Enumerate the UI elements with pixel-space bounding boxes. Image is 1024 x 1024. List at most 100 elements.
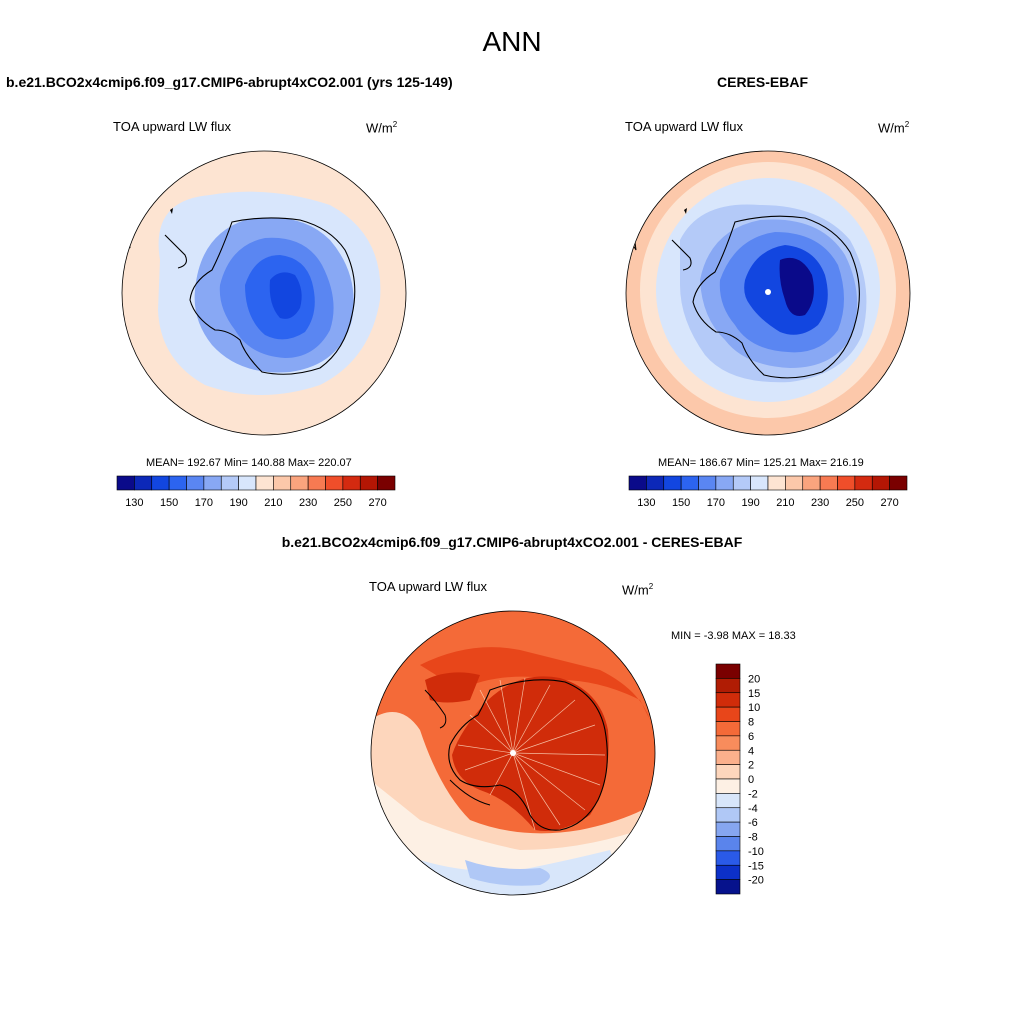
model-colorbar-box: [238, 475, 257, 491]
model-colorbar-box: [203, 475, 222, 491]
diff-colorbar-tick-label: 0: [748, 774, 754, 786]
diff-colorbar-tick-label: -6: [748, 817, 758, 829]
obs-colorbar-tick-label: 170: [707, 497, 725, 509]
obs-colorbar-box: [889, 475, 908, 491]
diff-colorbar-box: [715, 778, 741, 794]
diff-colorbar-tick-label: -20: [748, 875, 764, 887]
obs-colorbar: 130 150 170 190 210 230 250 270: [628, 475, 908, 509]
diff-colorbar-box: [715, 793, 741, 809]
diff-units-base: W/m: [622, 582, 649, 598]
obs-units: W/m2: [878, 120, 909, 135]
obs-colorbar-box: [680, 475, 699, 491]
model-colorbar-box: [116, 475, 135, 491]
diff-panel-title: b.e21.BCO2x4cmip6.f09_g17.CMIP6-abrupt4x…: [281, 534, 743, 550]
diff-colorbar-box: [715, 879, 741, 895]
model-colorbar-box: [290, 475, 309, 491]
obs-panel-title: CERES-EBAF: [717, 74, 809, 90]
model-colorbar-box: [273, 475, 292, 491]
model-colorbar-box: [342, 475, 361, 491]
model-stats: MEAN= 192.67 Min= 140.88 Max= 220.07: [146, 457, 352, 469]
model-colorbar-tick-label: 270: [368, 497, 386, 509]
obs-colorbar-box: [785, 475, 804, 491]
diff-colorbar-box: [715, 678, 741, 694]
obs-colorbar-tick-label: 230: [811, 497, 829, 509]
diff-colorbar-box: [715, 807, 741, 823]
obs-colorbar-box: [802, 475, 821, 491]
obs-colorbar-box: [732, 475, 751, 491]
diff-colorbar-box: [715, 749, 741, 765]
obs-stats: MEAN= 186.67 Min= 125.21 Max= 216.19: [658, 457, 864, 469]
diff-colorbar-tick-label: 15: [748, 688, 760, 700]
main-title: ANN: [482, 26, 542, 57]
model-colorbar-tick-label: 230: [299, 497, 317, 509]
diff-colorbar-tick-label: 2: [748, 760, 754, 772]
diff-colorbar-tick-label: -2: [748, 788, 758, 800]
obs-colorbar-box: [837, 475, 856, 491]
model-colorbar-box: [359, 475, 378, 491]
model-colorbar-box: [134, 475, 153, 491]
obs-colorbar-tick-label: 150: [672, 497, 690, 509]
obs-colorbar-box: [819, 475, 838, 491]
obs-colorbar-tick-label: 250: [846, 497, 864, 509]
model-units-exponent: 2: [392, 120, 398, 129]
diff-colorbar-tick-label: 8: [748, 717, 754, 729]
model-colorbar-tick-label: 210: [264, 497, 282, 509]
model-colorbar-tick-label: 130: [125, 497, 143, 509]
diff-map: [371, 611, 655, 895]
model-colorbar-box: [151, 475, 170, 491]
diff-colorbar-tick-label: -8: [748, 832, 758, 844]
diff-colorbar-box: [715, 850, 741, 866]
diff-colorbar-tick-label: -15: [748, 860, 764, 872]
diff-colorbar-box: [715, 864, 741, 880]
model-map: [122, 151, 406, 435]
model-colorbar: 130 150 170 190 210 230 250 270: [116, 475, 396, 509]
obs-units-base: W/m: [878, 120, 905, 136]
model-colorbar-box: [325, 475, 344, 491]
diff-colorbar-tick-label: 6: [748, 731, 754, 743]
diff-colorbar-box: [715, 706, 741, 722]
diff-colorbar-box: [715, 821, 741, 837]
obs-colorbar-box: [750, 475, 769, 491]
diff-map-border: [370, 610, 656, 896]
model-variable-label: TOA upward LW flux: [113, 119, 232, 134]
diff-colorbar-box: [715, 721, 741, 737]
model-map-border: [121, 150, 407, 436]
obs-colorbar-tick-label: 130: [637, 497, 655, 509]
model-colorbar-box: [168, 475, 187, 491]
model-units-base: W/m: [366, 120, 393, 136]
obs-colorbar-box: [698, 475, 717, 491]
obs-colorbar-box: [854, 475, 873, 491]
obs-colorbar-box: [767, 475, 786, 491]
obs-units-exponent: 2: [904, 120, 910, 129]
model-colorbar-box: [377, 475, 396, 491]
diff-colorbar-box: [715, 764, 741, 780]
model-units: W/m2: [366, 120, 397, 135]
model-colorbar-tick-label: 190: [229, 497, 247, 509]
model-colorbar-box: [186, 475, 205, 491]
model-colorbar-box: [255, 475, 274, 491]
diff-stats: MIN = -3.98 MAX = 18.33: [671, 630, 796, 642]
model-panel-title: b.e21.BCO2x4cmip6.f09_g17.CMIP6-abrupt4x…: [6, 74, 453, 90]
diff-units: W/m2: [622, 582, 653, 597]
diff-colorbar-box: [715, 692, 741, 708]
diff-colorbar-tick-label: -4: [748, 803, 758, 815]
model-colorbar-tick-label: 250: [334, 497, 352, 509]
obs-colorbar-tick-label: 210: [776, 497, 794, 509]
model-colorbar-tick-label: 170: [195, 497, 213, 509]
model-colorbar-tick-label: 150: [160, 497, 178, 509]
obs-colorbar-tick-label: 190: [741, 497, 759, 509]
obs-colorbar-box: [715, 475, 734, 491]
obs-colorbar-box: [871, 475, 890, 491]
obs-map-border: [625, 150, 911, 436]
diff-colorbar-tick-label: 4: [748, 745, 754, 757]
model-colorbar-box: [220, 475, 239, 491]
diff-colorbar-box: [715, 663, 741, 679]
diff-variable-label: TOA upward LW flux: [369, 579, 488, 594]
obs-colorbar-box: [663, 475, 682, 491]
obs-colorbar-box: [628, 475, 647, 491]
obs-variable-label: TOA upward LW flux: [625, 119, 744, 134]
diff-colorbar-tick-label: 10: [748, 702, 760, 714]
diff-colorbar-box: [715, 836, 741, 852]
diff-colorbar-tick-label: 20: [748, 673, 760, 685]
